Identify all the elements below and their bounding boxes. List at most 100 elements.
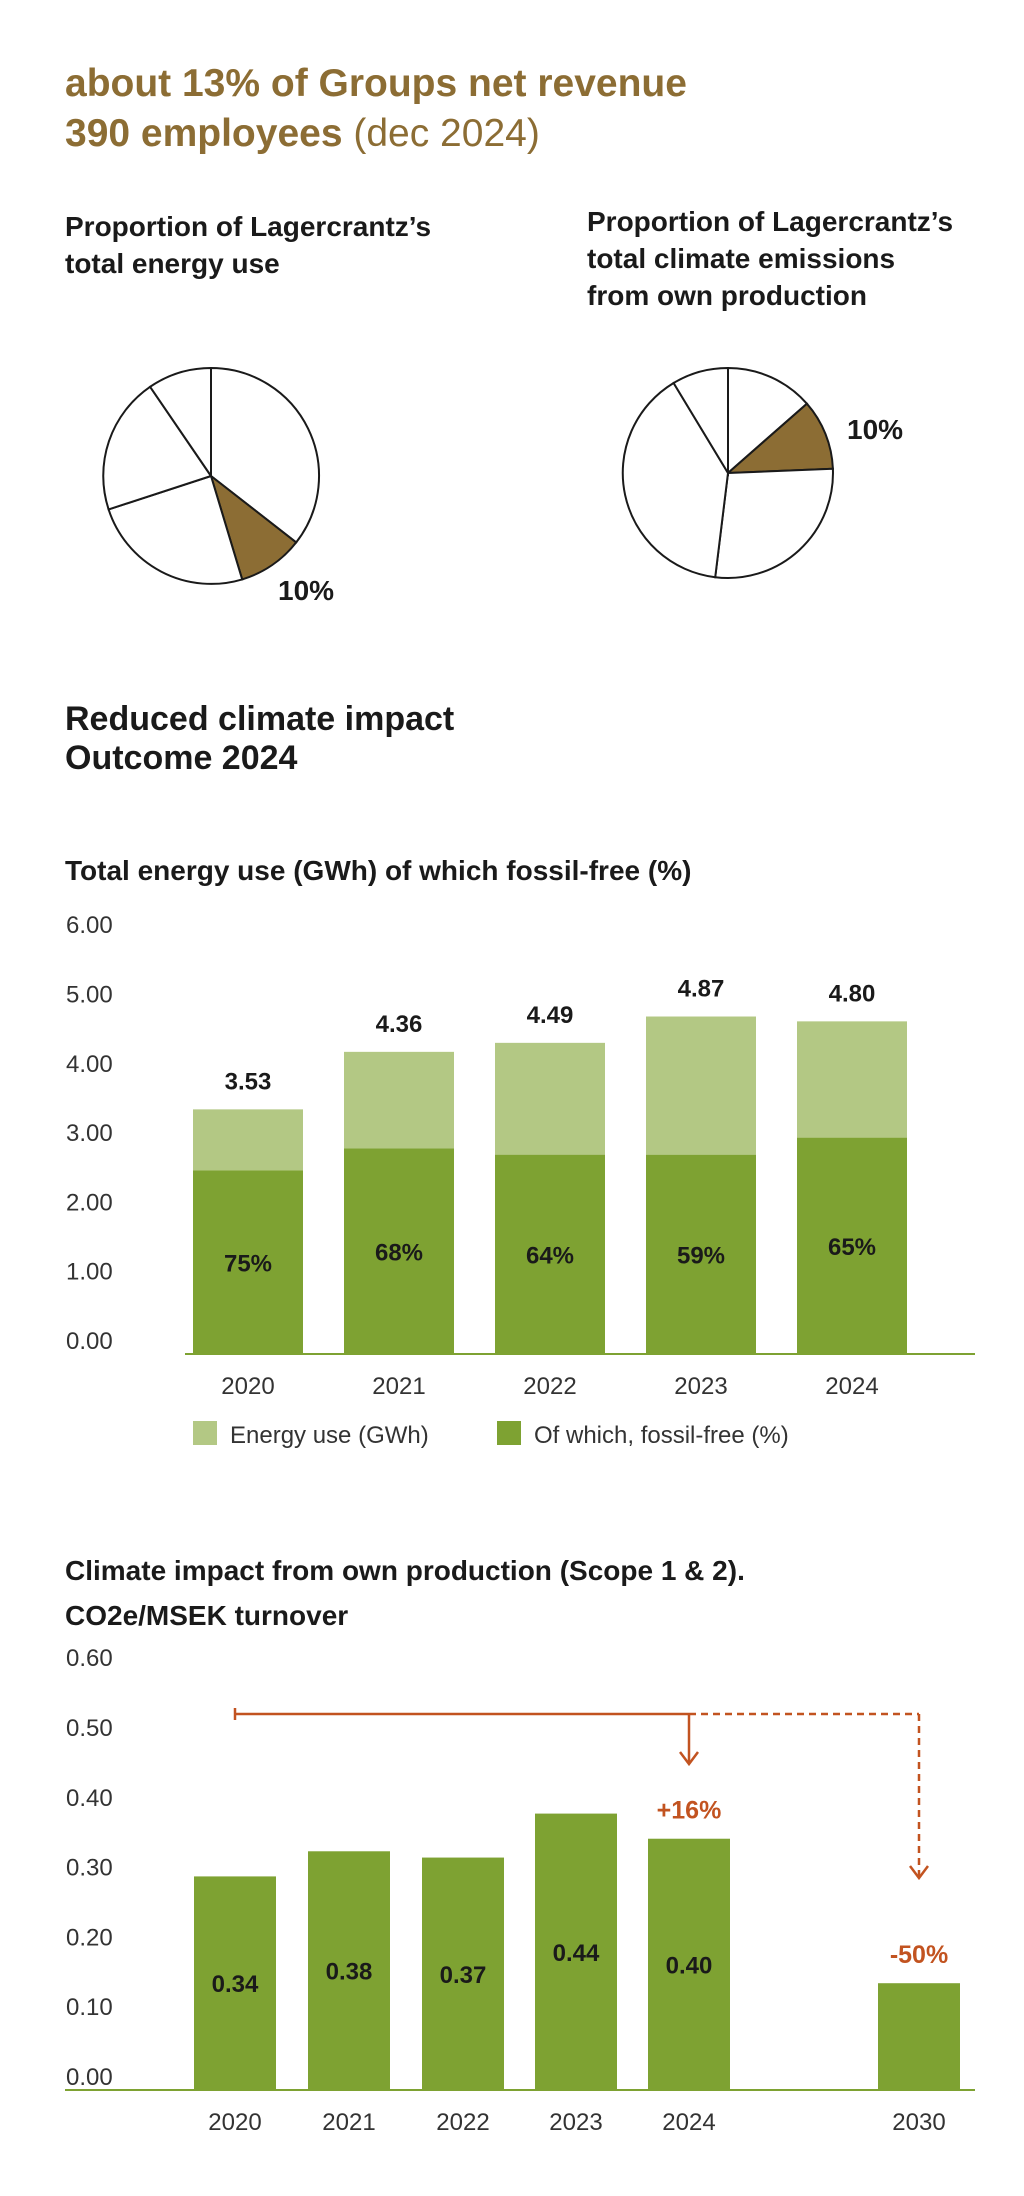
energy-chart-x-axis: 2020 2021 2022 2023 2024 [221, 1373, 878, 1400]
x-tick-label: 2024 [825, 1373, 878, 1400]
pie-1-slice-3 [107, 474, 244, 585]
pie-charts: 10% 10% [102, 366, 903, 606]
x-tick-label: 2023 [549, 2109, 602, 2136]
headline-revenue: about 13% of Groups net revenue [65, 62, 687, 105]
y-tick-label: 3.00 [66, 1120, 113, 1147]
y-tick-label: 2.00 [66, 1189, 113, 1216]
legend-label-energy-use: Energy use (GWh) [230, 1422, 429, 1449]
pie-1: 10% [102, 366, 334, 606]
y-tick-label: 0.30 [66, 1855, 113, 1882]
energy-chart-title: Total energy use (GWh) of which fossil-f… [65, 855, 692, 886]
x-tick-label: 2023 [674, 1373, 727, 1400]
x-tick-label: 2021 [322, 2109, 375, 2136]
pie-2-slice-5 [672, 366, 729, 477]
section-title-line-1: Reduced climate impact [65, 700, 455, 738]
x-tick-label: 2030 [892, 2109, 945, 2136]
bar-climate-impact [648, 1838, 730, 2090]
climate-chart-title-line-1: Climate impact from own production (Scop… [65, 1555, 745, 1586]
x-tick-label: 2020 [208, 2109, 261, 2136]
pie-2: 10% [621, 366, 903, 579]
bar-value-label: 0.44 [553, 1940, 600, 1967]
energy-chart: 0.00 1.00 2.00 3.00 4.00 5.00 6.00 3.53 75% 4.36… [66, 912, 975, 1449]
climate-chart: 0.000.100.200.300.400.500.60 0.34 0.38 0.3… [65, 1645, 975, 2136]
pie-2-slice-1 [727, 366, 809, 476]
climate-chart-title-line-2: CO2e/MSEK turnover [65, 1600, 349, 1631]
legend-swatch-fossil-free [497, 1421, 521, 1445]
arrow-solid-head [679, 1751, 699, 1767]
headline-employees: 390 employees (dec 2024) [65, 110, 540, 158]
bar-climate-impact [194, 1876, 276, 2090]
pie-2-slice-4 [621, 381, 730, 579]
pie-2-slice-3 [714, 467, 834, 579]
total-value-label: 4.36 [376, 1011, 423, 1038]
section-title-line-2: Outcome 2024 [65, 739, 298, 777]
energy-chart-bars: 3.53 75% 4.36 68% 4.49 64% 4.87 59% 4.80 65% [193, 976, 907, 1354]
pie-1-title-line: Proportion of Lagercrantz’s [65, 211, 432, 242]
bar-fossil-free [646, 1154, 756, 1354]
x-tick-label: 2022 [523, 1373, 576, 1400]
pie-2-title-line: from own production [587, 280, 867, 311]
bar-value-label: 0.37 [440, 1962, 487, 1989]
fossil-free-label: 68% [375, 1239, 423, 1266]
pie-1-title-line: total energy use [65, 248, 280, 279]
fossil-free-label: 64% [526, 1242, 574, 1269]
pie-1-slice-1 [210, 366, 320, 544]
climate-chart-title: Climate impact from own production (Scop… [65, 1548, 745, 1638]
climate-chart-x-axis: 2020 2021 2022 2023 2024 2030 [208, 2109, 945, 2136]
y-tick-label: 0.50 [66, 1715, 113, 1742]
energy-chart-legend: Energy use (GWh) Of which, fossil-free (… [193, 1421, 789, 1449]
bar-fossil-free [797, 1137, 907, 1354]
y-tick-label: 0.00 [66, 1328, 113, 1355]
pie-1-title: Proportion of Lagercrantz’s total energy… [65, 208, 431, 282]
energy-chart-y-axis: 0.00 1.00 2.00 3.00 4.00 5.00 6.00 [66, 912, 113, 1355]
employees-date: (dec 2024) [353, 112, 540, 155]
climate-chart-annotations: +16% -50% [657, 1797, 949, 1969]
pie-2-title-line: total climate emissions [587, 243, 896, 274]
total-value-label: 4.87 [678, 976, 725, 1003]
pie-2-title-line: Proportion of Lagercrantz’s [587, 206, 954, 237]
y-tick-label: 0.40 [66, 1785, 113, 1812]
y-tick-label: 0.00 [66, 2064, 113, 2091]
fossil-free-label: 75% [224, 1250, 272, 1277]
total-value-label: 4.49 [527, 1002, 574, 1029]
bar-fossil-free [495, 1154, 605, 1354]
bar-climate-impact [422, 1857, 504, 2090]
change-annotation: -50% [890, 1941, 948, 1969]
bar-fossil-free [344, 1148, 454, 1354]
fossil-free-label: 65% [828, 1234, 876, 1261]
y-tick-label: 0.10 [66, 1994, 113, 2021]
total-value-label: 3.53 [225, 1068, 272, 1095]
x-tick-label: 2020 [221, 1373, 274, 1400]
bar-climate-impact [308, 1851, 390, 2090]
fossil-free-label: 59% [677, 1242, 725, 1269]
pie-2-slice-highlight [725, 402, 834, 475]
y-tick-label: 0.20 [66, 1924, 113, 1951]
climate-chart-y-axis: 0.00 0.10 0.20 0.30 0.40 0.50 0.60 [66, 1645, 113, 2091]
bar-value-label: 0.38 [326, 1959, 373, 1986]
y-tick-label: 6.00 [66, 912, 113, 939]
pie-1-slice-5 [148, 366, 212, 480]
y-tick-label: 4.00 [66, 1051, 113, 1078]
y-tick-label: 5.00 [66, 982, 113, 1009]
y-tick-label: 0.60 [66, 1645, 113, 1672]
change-annotation: +16% [657, 1797, 722, 1825]
pie-2-title: Proportion of Lagercrantz’s total climat… [587, 203, 953, 314]
bar-climate-impact [878, 1983, 960, 2090]
y-tick-label: 1.00 [66, 1259, 113, 1286]
total-value-label: 4.80 [829, 980, 876, 1007]
x-tick-label: 2021 [372, 1373, 425, 1400]
pie-2-highlight-label: 10% [847, 414, 903, 445]
employees-count: 390 employees [65, 112, 343, 155]
bar-climate-impact [535, 1813, 617, 2090]
reduction-arrows [233, 1708, 929, 1881]
bar-fossil-free [193, 1170, 303, 1354]
climate-chart-bars: 0.34 0.38 0.37 0.44 0.40 [194, 1813, 960, 2090]
legend-label-fossil-free: Of which, fossil-free (%) [534, 1422, 789, 1449]
pie-1-slice-4 [102, 385, 213, 511]
bar-value-label: 0.34 [212, 1971, 259, 1998]
legend-swatch-energy-use [193, 1421, 217, 1445]
pie-1-highlight-label: 10% [278, 575, 334, 606]
bar-value-label: 0.40 [666, 1952, 713, 1979]
x-tick-label: 2022 [436, 2109, 489, 2136]
section-title: Reduced climate impact Outcome 2024 [65, 700, 454, 778]
